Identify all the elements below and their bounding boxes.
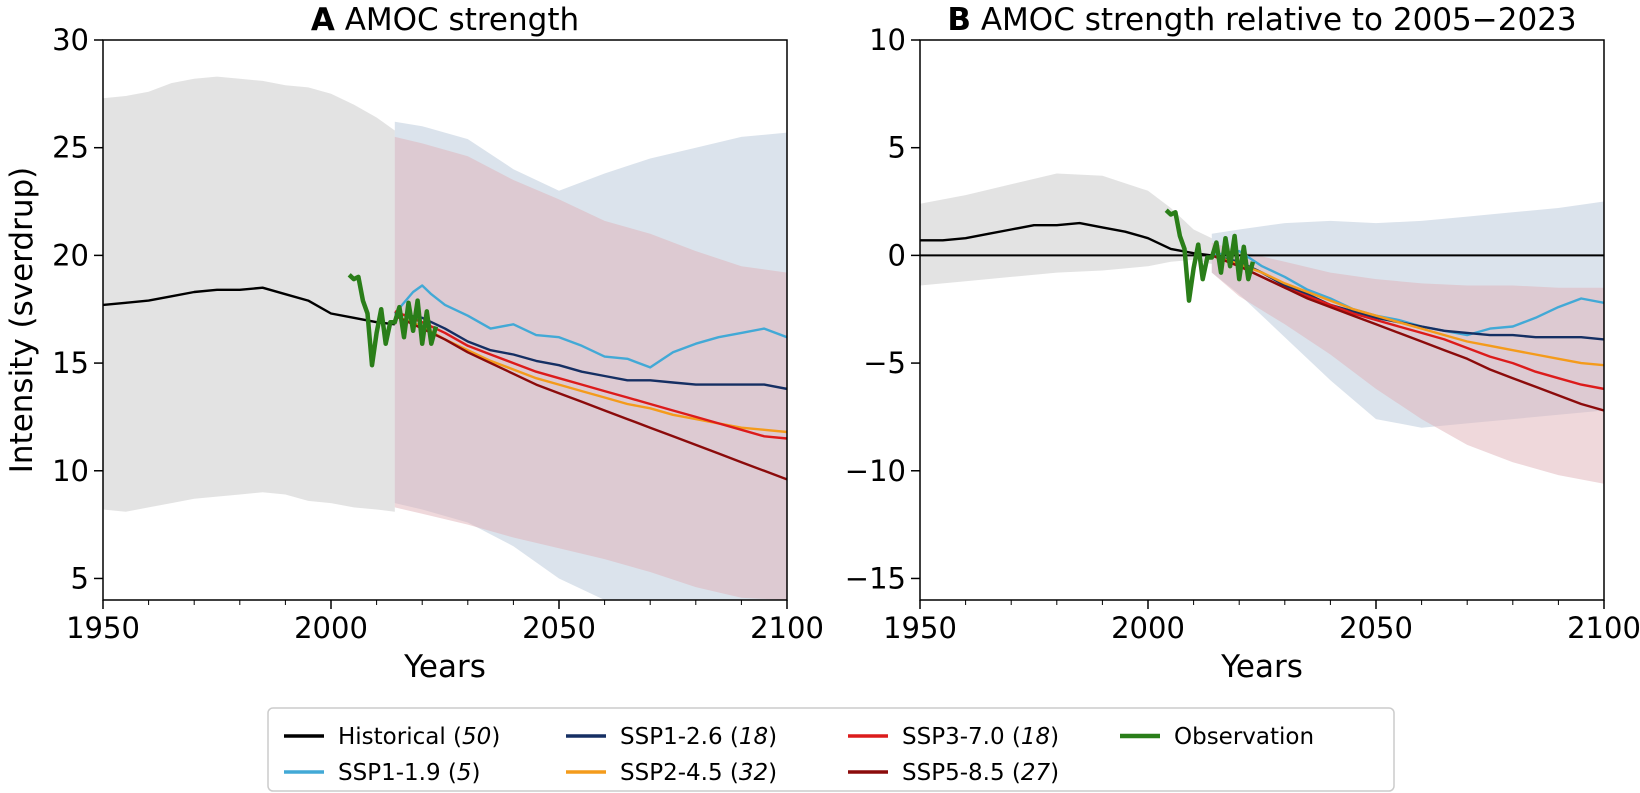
panel-b-xtick-label: 2100 (1567, 611, 1640, 645)
panel-b-series-historical-50 (920, 221, 1212, 257)
legend-label: SSP1-2.6 (18) (620, 724, 777, 750)
panel-b-band-historical-50 (920, 173, 1212, 286)
panel-a-ytick-label: 5 (71, 561, 89, 595)
panel-a-xtick-label: 1950 (66, 611, 140, 645)
panel-a-ytick-label: 30 (52, 23, 89, 57)
legend-entry-ssp1-1-9: SSP1-1.9 (5) (284, 760, 481, 786)
panel-a-ytick-label: 10 (52, 454, 89, 488)
panel-a-title-text: AMOC strength (345, 2, 579, 38)
panel-a-title: A AMOC strength (311, 2, 579, 38)
panel-a-series-observation (347, 273, 439, 368)
legend-label: SSP5-8.5 (27) (902, 760, 1059, 786)
panel-b-series-observation (1164, 208, 1256, 303)
panel-a-series-historical-50 (103, 286, 395, 326)
panel-b-title-text: AMOC strength relative to 2005−2023 (981, 2, 1577, 38)
legend-label: SSP1-1.9 (5) (338, 760, 481, 786)
legend-label: Observation (1174, 724, 1314, 750)
panel-b-ytick-label: 5 (888, 131, 906, 165)
panel-a-band-historical-50 (103, 76, 395, 512)
legend: Historical (50) SSP1-1.9 (5) SSP1-2.6 (18)… (267, 707, 1395, 792)
panel-b-series-ssp2-4-5-32 (1211, 254, 1604, 367)
panel-a-xtick-label: 2000 (294, 611, 368, 645)
legend-entry-ssp5-8-5: SSP5-8.5 (27) (848, 760, 1059, 786)
panel-b-title: B AMOC strength relative to 2005−2023 (947, 2, 1576, 38)
legend-entry-observation: Observation (1120, 724, 1314, 750)
legend-frame (267, 707, 1395, 792)
panel-b-letter: B (947, 2, 971, 38)
legend-label: SSP2-4.5 (32) (620, 760, 777, 786)
panel-b-xlabel: Years (1220, 649, 1303, 685)
panel-a-ytick-label: 15 (52, 346, 89, 380)
panel-b-band-ssp5-8-5-27 (1211, 242, 1604, 484)
panel-a-band-ssp5-8-5-27 (394, 136, 787, 600)
panel-b-xtick-label: 2000 (1111, 611, 1185, 645)
panel-a-xtick-label: 2100 (750, 611, 824, 645)
panel-b-ytick-label: −5 (863, 346, 906, 380)
panel-a-series-ssp5-8-5-27 (394, 314, 787, 481)
panel-a-series-ssp1-1-9-5 (393, 284, 787, 369)
panel-a-ytick-label: 25 (52, 131, 89, 165)
panel-a-ytick-label: 20 (52, 238, 89, 272)
panel-a-series-ssp3-7-0-18 (394, 310, 787, 440)
panel-b-amoc-relative: 1950 2000 2050 2100 −15 −10 −5 0 5 10 B AMOC stre… (845, 2, 1640, 685)
panel-a-xtick-label: 2050 (522, 611, 596, 645)
legend-entry-ssp1-2-6: SSP1-2.6 (18) (566, 724, 777, 750)
legend-label: Historical (50) (338, 724, 500, 750)
legend-entry-ssp3-7-0: SSP3-7.0 (18) (848, 724, 1059, 750)
panel-b-ytick-label: 10 (869, 23, 906, 57)
legend-entry-historical: Historical (50) (284, 724, 500, 750)
panel-b-series-ssp5-8-5-27 (1211, 254, 1604, 412)
panel-a-amoc-strength: 1950 2000 2050 2100 5 10 15 20 25 30 A AMOC stren… (4, 2, 824, 685)
panel-b-frame (919, 39, 1605, 601)
panel-b-ytick-label: 0 (888, 238, 906, 272)
panel-a-ylabel: Intensity (sverdrup) (4, 167, 40, 474)
panel-a-series-ssp1-2-6-18 (394, 312, 787, 391)
panel-a-frame (102, 39, 788, 601)
panel-b-xtick-label: 1950 (883, 611, 957, 645)
panel-b-ytick-label: −15 (845, 561, 906, 595)
legend-entry-ssp2-4-5: SSP2-4.5 (32) (566, 760, 777, 786)
panel-a-letter: A (311, 2, 335, 38)
panel-b-ytick-label: −10 (845, 454, 906, 488)
legend-label: SSP3-7.0 (18) (902, 724, 1059, 750)
panel-a-xlabel: Years (403, 649, 486, 685)
panel-b-xtick-label: 2050 (1339, 611, 1413, 645)
